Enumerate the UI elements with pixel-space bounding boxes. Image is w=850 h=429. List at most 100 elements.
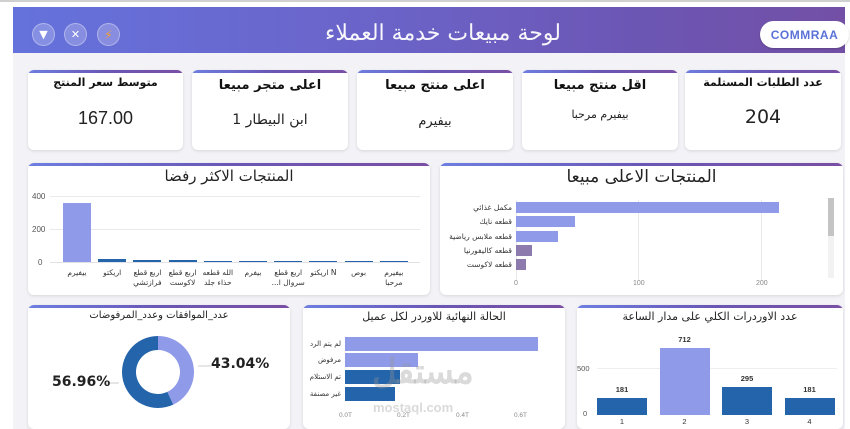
donut-slice[interactable] — [122, 336, 174, 408]
bar — [168, 260, 197, 262]
kpi-card-top-store: اعلى متجر مبيعا ابن البيطار 1 — [192, 70, 348, 150]
bar — [309, 260, 338, 262]
x-tick: 0 — [514, 280, 518, 287]
kpi-card-top-product: اعلى منتج مبيعا بيفيرم — [357, 70, 513, 150]
bar — [98, 259, 127, 262]
category-label: اربع قطع سروال ا... — [271, 268, 305, 287]
category-label: مكمل غذائي — [473, 203, 512, 212]
category-label: بيفيرم — [67, 268, 87, 277]
scrollbar-thumb[interactable] — [828, 198, 834, 236]
category-label: تم الاستلام — [309, 373, 341, 381]
kpi-title: اقل منتج مبيعا — [553, 78, 647, 93]
gridline — [50, 196, 420, 197]
x-tick: 3 — [744, 417, 750, 426]
kpi-title: متوسط سعر المنتج — [53, 76, 158, 89]
category-label: قطعه كاليفورنيا — [463, 246, 512, 255]
y-tick: 0 — [583, 409, 588, 418]
category-label: الله قطعه حذاء جلد — [202, 268, 234, 287]
close-icon[interactable]: ✕ — [64, 23, 87, 46]
chart-orders-by-hour: عدد الاوردرات الكلي على مدار الساعة 500 … — [577, 305, 843, 429]
data-label: 712 — [678, 335, 691, 345]
bar — [379, 260, 408, 262]
y-tick: 200 — [32, 225, 46, 234]
bar — [516, 216, 575, 227]
chart-most-rejected: المنتجات الاكثر رفضا 400 200 0 بيفيرم اري… — [28, 163, 430, 295]
x-tick: 2 — [682, 417, 687, 426]
kpi-card-received-orders: عدد الطلبات المستلمة 204 — [685, 70, 841, 150]
chart-title: الحالة النهائية للاوردر لكل عميل — [362, 310, 506, 323]
x-tick: 4 — [807, 417, 812, 426]
category-label: غير مصنفة — [309, 390, 341, 398]
chart-top-selling: المنتجات الاعلى مبيعا مكمل غذائي قطعه ناي… — [440, 163, 843, 295]
kpi-value: بيفيرم مرحبا — [571, 108, 629, 121]
donut-slice[interactable] — [158, 336, 194, 405]
chart-title: المنتجات الاكثر رفضا — [164, 167, 294, 185]
category-label: اربع قطع لاكوست — [168, 268, 197, 287]
bar — [659, 348, 710, 415]
slice-label: 56.96% — [52, 374, 111, 390]
page-title: لوحة مبيعات خدمة العملاء — [325, 21, 561, 46]
category-label: لم يتم الرد — [309, 340, 341, 348]
category-label: بيفيرم مرحبا — [384, 268, 404, 287]
kpi-card-least-product: اقل منتج مبيعا بيفيرم مرحبا — [522, 70, 678, 150]
chart-approvals-rejections: عدد_الموافقات وعدد_المرفوضات 43.04% 56.9… — [28, 305, 290, 429]
x-axis-line — [50, 262, 420, 263]
x-tick: 200 — [756, 280, 768, 287]
gridline — [50, 229, 420, 230]
header-banner: ▼ ✕ ⚡ لوحة مبيعات خدمة العملاء COMMRAA — [13, 7, 849, 53]
bar — [722, 387, 772, 415]
slice-label: 43.04% — [211, 356, 270, 372]
category-label: قطعه ملابس رياضية — [449, 232, 512, 241]
data-label: 181 — [803, 384, 816, 394]
x-tick: 1 — [619, 417, 625, 426]
x-tick: 0.2T — [397, 412, 411, 419]
y-tick: 500 — [577, 364, 590, 373]
x-tick: 0.0T — [339, 412, 353, 419]
kpi-title: اعلى منتج مبيعا — [385, 78, 485, 93]
chart-title: عدد_الموافقات وعدد_المرفوضات — [89, 310, 229, 321]
bar — [597, 397, 647, 415]
kpi-value: ابن البيطار 1 — [232, 112, 308, 128]
bar — [203, 260, 232, 262]
lightning-icon[interactable]: ⚡ — [97, 23, 120, 46]
bar — [345, 370, 401, 384]
bar — [345, 337, 538, 351]
x-tick: 100 — [633, 280, 645, 287]
bar — [274, 260, 303, 262]
category-label: N اريكتو — [310, 268, 337, 277]
category-label: مرفوض — [317, 356, 341, 364]
kpi-title: عدد الطلبات المستلمة — [703, 76, 823, 89]
bar — [516, 259, 526, 270]
bar — [345, 387, 395, 401]
bar — [516, 231, 558, 242]
category-label: بوص — [351, 268, 367, 277]
window-top-border — [0, 0, 850, 2]
category-label: اريكتو — [103, 268, 122, 277]
brand-logo-button[interactable]: COMMRAA — [760, 21, 849, 48]
kpi-title: اعلى متجر مبيعا — [218, 78, 322, 93]
y-tick: 0 — [38, 258, 43, 267]
triangle-down-icon[interactable]: ▼ — [32, 23, 55, 46]
data-label: 295 — [740, 374, 754, 384]
y-tick: 400 — [32, 192, 46, 201]
donut-chart — [106, 336, 211, 408]
chart-final-order-status: الحالة النهائية للاوردر لكل عميل لم يتم … — [303, 305, 565, 429]
chart-title: عدد الاوردرات الكلي على مدار الساعة — [622, 310, 798, 323]
chart-title: المنتجات الاعلى مبيعا — [566, 167, 717, 187]
gridline — [597, 368, 837, 369]
gridline — [761, 200, 762, 280]
x-tick: 0.4T — [456, 412, 470, 419]
bar — [345, 353, 418, 367]
bar — [784, 397, 835, 415]
category-label: اربع قطع فرازتشي — [133, 268, 162, 287]
bar — [516, 202, 780, 213]
bar — [133, 260, 162, 262]
scrollbar-track[interactable] — [828, 198, 834, 278]
bar — [63, 203, 91, 262]
kpi-value: 204 — [744, 106, 782, 128]
x-tick: 0.6T — [514, 412, 528, 419]
category-label: قطعه لاكوست — [466, 260, 512, 269]
kpi-card-avg-price: متوسط سعر المنتج 167.00 — [28, 70, 183, 150]
bar — [516, 245, 532, 256]
kpi-value: 167.00 — [77, 108, 134, 128]
